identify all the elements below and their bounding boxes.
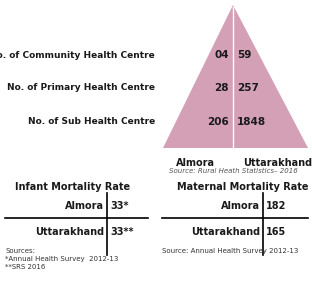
Text: Uttarakhand: Uttarakhand: [191, 227, 260, 237]
Text: 165: 165: [266, 227, 286, 237]
Text: 04: 04: [214, 50, 229, 60]
Text: 33**: 33**: [110, 227, 134, 237]
Text: No. of Sub Health Centre: No. of Sub Health Centre: [28, 117, 155, 127]
Text: Sources:
*Annual Health Survey  2012-13
**SRS 2016: Sources: *Annual Health Survey 2012-13 *…: [5, 248, 118, 270]
Text: Source: Rural Heath Statistics– 2016: Source: Rural Heath Statistics– 2016: [168, 168, 297, 174]
Text: 59: 59: [237, 50, 251, 60]
Text: Almora: Almora: [175, 158, 215, 168]
Text: 33*: 33*: [110, 201, 129, 211]
Text: 1848: 1848: [237, 117, 266, 127]
Text: No. of Primary Health Centre: No. of Primary Health Centre: [7, 84, 155, 92]
Text: 206: 206: [207, 117, 229, 127]
Text: 28: 28: [215, 83, 229, 93]
Polygon shape: [163, 5, 308, 148]
Text: Source: Annual Health Survey 2012-13: Source: Annual Health Survey 2012-13: [162, 248, 298, 254]
Text: 182: 182: [266, 201, 286, 211]
Text: No. of Community Health Centre: No. of Community Health Centre: [0, 51, 155, 59]
Text: 257: 257: [237, 83, 259, 93]
Text: Infant Mortality Rate: Infant Mortality Rate: [15, 182, 130, 192]
Text: Uttarakhand: Uttarakhand: [243, 158, 312, 168]
Text: Almora: Almora: [65, 201, 104, 211]
Text: Uttarakhand: Uttarakhand: [35, 227, 104, 237]
Text: Maternal Mortality Rate: Maternal Mortality Rate: [177, 182, 309, 192]
Text: Almora: Almora: [221, 201, 260, 211]
